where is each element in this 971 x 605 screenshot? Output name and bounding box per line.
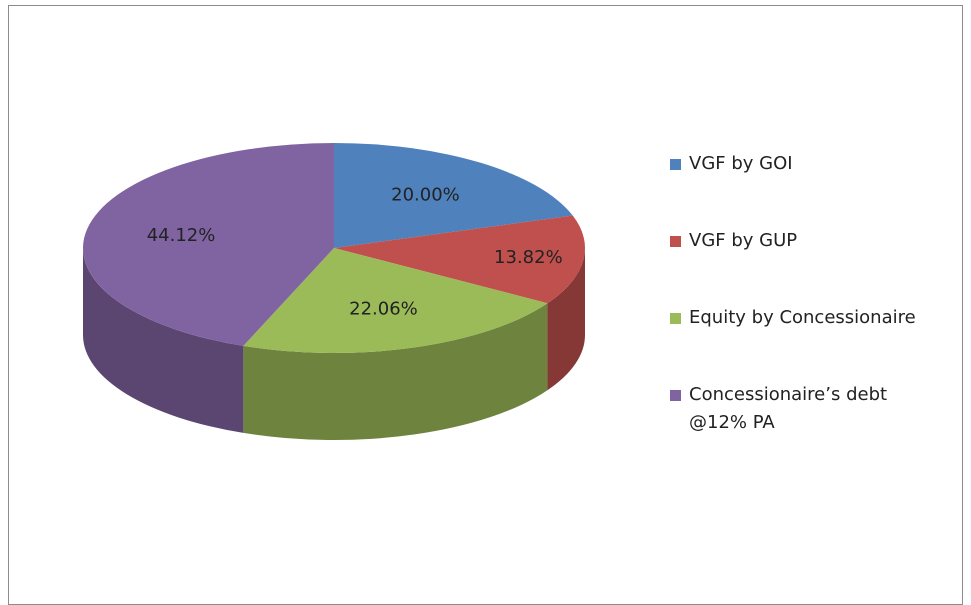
- legend-label: Concessionaire’s debt @12% PA: [689, 384, 888, 433]
- pie-side: [83, 248, 244, 433]
- legend-swatch: [670, 236, 681, 247]
- legend-label: Equity by Concessionaire: [689, 307, 916, 328]
- pie-slice: [243, 248, 548, 353]
- pie-side: [547, 248, 585, 391]
- legend: VGF by GOI VGF by GUP Equity by Concession…: [670, 150, 970, 458]
- legend-swatch: [670, 313, 681, 324]
- pie-slice: [334, 215, 586, 304]
- legend-label: VGF by GUP: [689, 230, 798, 251]
- legend-item: Equity by Concessionaire: [670, 304, 970, 381]
- legend-swatch: [670, 390, 681, 401]
- pie-slice: [334, 143, 573, 248]
- data-label: 44.12%: [147, 225, 216, 246]
- legend-swatch: [670, 159, 681, 170]
- pie-slice: [82, 143, 334, 346]
- data-label: 20.00%: [391, 184, 460, 205]
- data-label: 13.82%: [494, 247, 563, 268]
- legend-item: VGF by GOI: [670, 150, 970, 227]
- legend-item: Concessionaire’s debt @12% PA: [670, 381, 970, 458]
- data-label: 22.06%: [349, 299, 418, 320]
- legend-item: VGF by GUP: [670, 227, 970, 304]
- legend-label: VGF by GOI: [689, 153, 793, 174]
- pie-side: [243, 303, 548, 441]
